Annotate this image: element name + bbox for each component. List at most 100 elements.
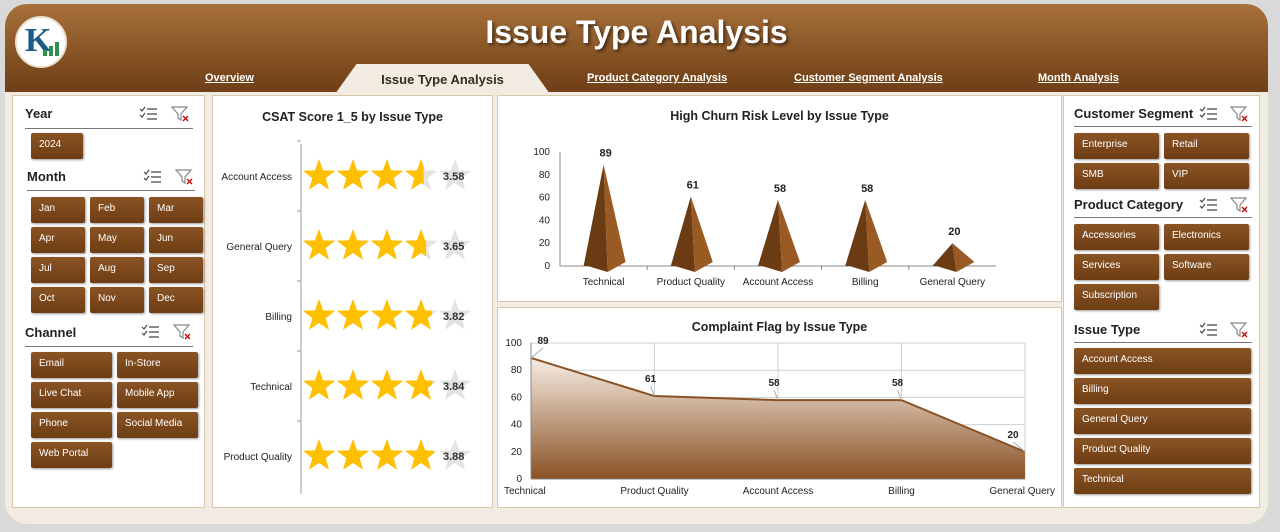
csat-star-empty bbox=[438, 299, 472, 330]
complaint-area bbox=[531, 357, 1025, 479]
month-item-feb[interactable]: Feb bbox=[90, 197, 144, 223]
year-slicer-title: Year bbox=[25, 106, 53, 121]
complaint-leader-line bbox=[773, 389, 779, 401]
csat-star-empty bbox=[438, 159, 472, 190]
tab-issue-type-analysis[interactable]: Issue Type Analysis bbox=[335, 64, 550, 94]
month-item-jun[interactable]: Jun bbox=[149, 227, 203, 253]
month-item-jul[interactable]: Jul bbox=[31, 257, 85, 283]
segment-item-vip[interactable]: VIP bbox=[1164, 163, 1249, 189]
churn-pyramid-right bbox=[865, 199, 888, 272]
churn-pyramid-right bbox=[690, 196, 713, 272]
clear-filter-icon[interactable] bbox=[173, 324, 193, 340]
issue-item-product-quality[interactable]: Product Quality bbox=[1074, 438, 1251, 464]
issue-item-technical[interactable]: Technical bbox=[1074, 468, 1251, 494]
tab-overview[interactable]: Overview bbox=[205, 72, 254, 84]
csat-star bbox=[336, 299, 370, 330]
complaint-leader-line bbox=[530, 347, 544, 359]
complaint-value-label: 89 bbox=[537, 336, 549, 347]
complaint-leader-line bbox=[1012, 441, 1026, 453]
multi-select-icon[interactable] bbox=[1199, 106, 1219, 122]
multi-select-icon[interactable] bbox=[1199, 197, 1219, 213]
csat-star bbox=[302, 369, 336, 400]
churn-pyramid-right bbox=[952, 243, 975, 272]
csat-star bbox=[370, 229, 404, 260]
csat-star bbox=[370, 369, 404, 400]
complaint-y-tick-label: 60 bbox=[511, 392, 523, 403]
category-item-electronics[interactable]: Electronics bbox=[1164, 224, 1249, 250]
right-filter-panel: Customer Segment Enterprise Retail SMB VIP … bbox=[1063, 95, 1260, 508]
issue-item-general-query[interactable]: General Query bbox=[1074, 408, 1251, 434]
complaint-y-tick-label: 80 bbox=[511, 365, 523, 376]
complaint-category-label: Billing bbox=[888, 486, 915, 497]
month-item-dec[interactable]: Dec bbox=[149, 287, 203, 313]
channel-item-phone[interactable]: Phone bbox=[31, 412, 112, 438]
csat-star bbox=[336, 229, 370, 260]
segment-item-smb[interactable]: SMB bbox=[1074, 163, 1159, 189]
issue-slicer-title: Issue Type bbox=[1074, 322, 1141, 337]
category-item-software[interactable]: Software bbox=[1164, 254, 1249, 280]
multi-select-icon[interactable] bbox=[143, 169, 163, 185]
csat-chart: Account Access 3.58 General Query 3.65 Billi… bbox=[221, 140, 472, 494]
segment-item-retail[interactable]: Retail bbox=[1164, 133, 1249, 159]
churn-pyramid-left bbox=[932, 243, 957, 272]
csat-star bbox=[404, 369, 433, 400]
churn-pyramid-left bbox=[845, 199, 870, 272]
csat-value-label: 3.58 bbox=[443, 171, 464, 183]
clear-filter-icon[interactable] bbox=[175, 169, 195, 185]
csat-star bbox=[336, 439, 370, 470]
churn-value-label: 58 bbox=[861, 183, 873, 195]
month-item-jan[interactable]: Jan bbox=[31, 197, 85, 223]
segment-item-enterprise[interactable]: Enterprise bbox=[1074, 133, 1159, 159]
multi-select-icon[interactable] bbox=[139, 106, 159, 122]
csat-star bbox=[404, 439, 434, 470]
churn-category-label: Product Quality bbox=[657, 277, 725, 288]
clear-filter-icon[interactable] bbox=[1230, 106, 1250, 122]
issue-item-billing[interactable]: Billing bbox=[1074, 378, 1251, 404]
category-item-services[interactable]: Services bbox=[1074, 254, 1159, 280]
csat-value-label: 3.65 bbox=[443, 241, 464, 253]
churn-pyramid-left bbox=[583, 164, 608, 272]
clear-filter-icon[interactable] bbox=[1230, 197, 1250, 213]
csat-star bbox=[302, 299, 336, 330]
year-item-2024[interactable]: 2024 bbox=[31, 133, 83, 159]
channel-item-mobile-app[interactable]: Mobile App bbox=[117, 382, 198, 408]
tab-product-category-analysis[interactable]: Product Category Analysis bbox=[587, 72, 728, 84]
churn-category-label: Billing bbox=[852, 277, 879, 288]
clear-filter-icon[interactable] bbox=[171, 106, 191, 122]
month-item-oct[interactable]: Oct bbox=[31, 287, 85, 313]
month-item-nov[interactable]: Nov bbox=[90, 287, 144, 313]
month-item-sep[interactable]: Sep bbox=[149, 257, 203, 283]
month-item-aug[interactable]: Aug bbox=[90, 257, 144, 283]
csat-value-label: 3.82 bbox=[443, 311, 464, 323]
category-item-accessories[interactable]: Accessories bbox=[1074, 224, 1159, 250]
csat-star bbox=[404, 229, 427, 260]
csat-value-label: 3.84 bbox=[443, 381, 465, 393]
churn-pyramid-right bbox=[778, 199, 800, 272]
month-item-apr[interactable]: Apr bbox=[31, 227, 85, 253]
clear-filter-icon[interactable] bbox=[1230, 322, 1250, 338]
multi-select-icon[interactable] bbox=[141, 324, 161, 340]
complaint-y-tick-label: 0 bbox=[516, 474, 522, 485]
channel-item-web-portal[interactable]: Web Portal bbox=[31, 442, 112, 468]
channel-item-email[interactable]: Email bbox=[31, 352, 112, 378]
channel-item-social-media[interactable]: Social Media bbox=[117, 412, 198, 438]
channel-item-live-chat[interactable]: Live Chat bbox=[31, 382, 112, 408]
churn-category-label: Technical bbox=[583, 277, 625, 288]
month-item-mar[interactable]: Mar bbox=[149, 197, 203, 223]
multi-select-icon[interactable] bbox=[1199, 322, 1219, 338]
complaint-y-tick-label: 20 bbox=[511, 447, 523, 458]
csat-star bbox=[302, 439, 336, 470]
tab-month-analysis[interactable]: Month Analysis bbox=[1038, 72, 1119, 84]
logo-icon: K bbox=[15, 16, 67, 68]
csat-star bbox=[404, 159, 424, 190]
complaint-category-label: Account Access bbox=[743, 486, 814, 497]
month-item-may[interactable]: May bbox=[90, 227, 144, 253]
tab-customer-segment-analysis[interactable]: Customer Segment Analysis bbox=[794, 72, 943, 84]
csat-category-label: General Query bbox=[226, 242, 292, 253]
issue-item-account-access[interactable]: Account Access bbox=[1074, 348, 1251, 374]
churn-chart-title: High Churn Risk Level by Issue Type bbox=[670, 109, 889, 123]
category-item-subscription[interactable]: Subscription bbox=[1074, 284, 1159, 310]
csat-star bbox=[336, 369, 370, 400]
channel-item-in-store[interactable]: In-Store bbox=[117, 352, 198, 378]
csat-chart-panel: CSAT Score 1_5 by Issue Type Account Acc… bbox=[212, 95, 493, 508]
